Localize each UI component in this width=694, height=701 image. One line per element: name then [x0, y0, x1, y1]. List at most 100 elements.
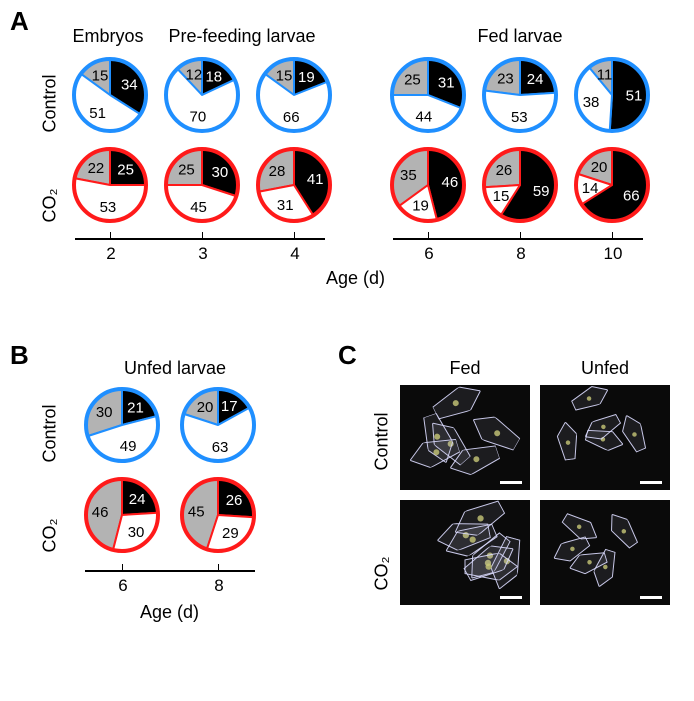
pie-a-co2-2: 252253 — [70, 145, 150, 225]
svg-text:28: 28 — [269, 163, 286, 180]
svg-text:24: 24 — [527, 71, 544, 88]
svg-text:20: 20 — [591, 159, 608, 176]
ticklabel-b-6: 6 — [108, 576, 138, 596]
svg-text:46: 46 — [92, 504, 109, 521]
rowlabel-c-co2: CO₂ — [372, 511, 393, 591]
svg-text:35: 35 — [400, 167, 417, 184]
header-unfed: Unfed larvae — [100, 358, 250, 379]
panel-b-label: B — [10, 340, 29, 371]
pie-a-co2-3: 30 25 45 — [162, 145, 242, 225]
svg-text:53: 53 — [100, 199, 117, 216]
tick-a-8 — [520, 232, 521, 240]
svg-text:46: 46 — [442, 174, 459, 191]
pie-a-control-3: 1812 70 — [162, 55, 242, 135]
panel-a-label: A — [10, 6, 29, 37]
svg-text:70: 70 — [190, 109, 207, 126]
svg-text:34: 34 — [121, 76, 138, 93]
svg-text:31: 31 — [277, 197, 294, 214]
ticklabel-a-6: 6 — [414, 244, 444, 264]
micrograph-control-fed — [400, 385, 530, 490]
svg-text:30: 30 — [96, 404, 113, 421]
rowlabel-b-control: Control — [40, 383, 61, 463]
svg-text:21: 21 — [127, 400, 144, 417]
axis-a-right — [393, 238, 643, 240]
svg-text:66: 66 — [283, 109, 300, 126]
micrograph-co2-fed — [400, 500, 530, 605]
pie-a-control-8: 24 23 53 — [480, 55, 560, 135]
ticklabel-a-4: 4 — [280, 244, 310, 264]
header-fed: Fed larvae — [430, 26, 610, 47]
tick-b-8 — [218, 564, 219, 572]
ticklabel-b-8: 8 — [204, 576, 234, 596]
svg-text:51: 51 — [626, 88, 643, 105]
svg-text:19: 19 — [298, 69, 315, 86]
tick-a-2 — [110, 232, 111, 240]
svg-text:17: 17 — [221, 398, 238, 415]
svg-text:51: 51 — [89, 105, 106, 122]
svg-text:49: 49 — [120, 438, 137, 455]
axislabel-a: Age (d) — [326, 268, 385, 289]
scale-bar — [500, 596, 522, 599]
pie-a-co2-6: 46 35 19 — [388, 145, 468, 225]
svg-text:20: 20 — [197, 399, 214, 416]
svg-text:31: 31 — [438, 75, 455, 92]
pie-a-control-10: 51 11 38 — [572, 55, 652, 135]
header-prefeeding: Pre-feeding larvae — [142, 26, 342, 47]
svg-text:22: 22 — [88, 160, 105, 177]
scale-bar — [640, 596, 662, 599]
pie-a-co2-10: 66 20 14 — [572, 145, 652, 225]
axis-a-left — [75, 238, 325, 240]
svg-text:11: 11 — [597, 66, 613, 83]
svg-text:29: 29 — [222, 525, 239, 542]
svg-text:26: 26 — [496, 162, 513, 179]
svg-text:19: 19 — [412, 198, 429, 215]
tick-a-6 — [428, 232, 429, 240]
svg-text:15: 15 — [276, 67, 293, 84]
header-c-unfed: Unfed — [540, 358, 670, 379]
svg-text:25: 25 — [178, 161, 195, 178]
tick-a-4 — [294, 232, 295, 240]
rowlabel-a-co2: CO₂ — [40, 143, 61, 223]
svg-text:66: 66 — [623, 188, 640, 205]
axis-b — [85, 570, 255, 572]
svg-text:23: 23 — [497, 70, 514, 87]
pie-a-control-2: 34 15 51 — [70, 55, 150, 135]
ticklabel-a-3: 3 — [188, 244, 218, 264]
panel-c-label: C — [338, 340, 357, 371]
svg-text:24: 24 — [129, 491, 146, 508]
tick-a-3 — [202, 232, 203, 240]
pie-b-control-8: 17 20 63 — [178, 385, 258, 465]
svg-text:44: 44 — [416, 109, 433, 126]
svg-text:41: 41 — [307, 171, 324, 188]
ticklabel-a-8: 8 — [506, 244, 536, 264]
svg-text:38: 38 — [583, 94, 600, 111]
rowlabel-b-co2: CO₂ — [40, 473, 61, 553]
svg-text:63: 63 — [212, 439, 229, 456]
svg-text:14: 14 — [582, 180, 599, 197]
svg-text:59: 59 — [533, 183, 550, 200]
svg-text:25: 25 — [404, 71, 421, 88]
svg-text:26: 26 — [226, 492, 243, 509]
svg-text:12: 12 — [186, 67, 203, 84]
ticklabel-a-10: 10 — [598, 244, 628, 264]
svg-text:15: 15 — [92, 67, 109, 84]
pie-a-co2-8: 59 26 15 — [480, 145, 560, 225]
tick-a-10 — [612, 232, 613, 240]
pie-a-co2-4: 41 28 31 — [254, 145, 334, 225]
svg-text:15: 15 — [493, 188, 510, 205]
svg-text:18: 18 — [205, 68, 222, 85]
pie-a-control-6: 31 25 44 — [388, 55, 468, 135]
scale-bar — [500, 481, 522, 484]
svg-text:30: 30 — [211, 164, 228, 181]
micrograph-control-unfed — [540, 385, 670, 490]
pie-b-control-6: 21 30 49 — [82, 385, 162, 465]
axislabel-b: Age (d) — [140, 602, 199, 623]
svg-text:45: 45 — [188, 504, 205, 521]
svg-text:30: 30 — [128, 524, 145, 541]
rowlabel-c-control: Control — [372, 391, 393, 471]
scale-bar — [640, 481, 662, 484]
svg-text:53: 53 — [511, 109, 528, 126]
pie-a-control-4: 19 15 66 — [254, 55, 334, 135]
svg-text:45: 45 — [190, 199, 207, 216]
header-c-fed: Fed — [400, 358, 530, 379]
